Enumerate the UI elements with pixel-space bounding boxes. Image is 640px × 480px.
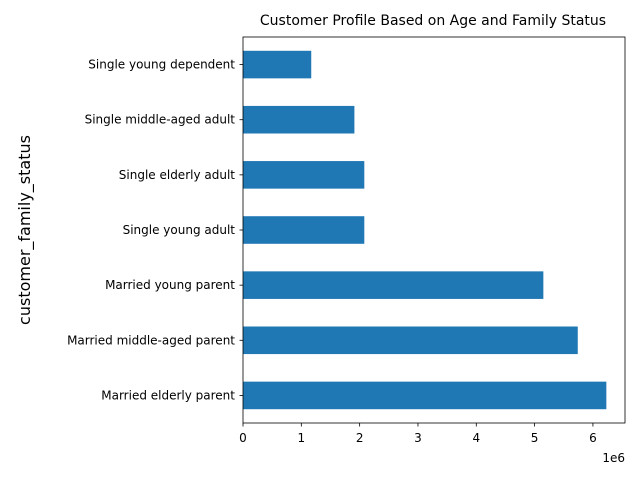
bar — [243, 216, 365, 244]
y-tick-label: Single young adult — [123, 223, 236, 237]
bar — [243, 50, 312, 79]
y-axis-label: customer_family_status — [15, 135, 35, 325]
y-ticks-group: Married elderly parent Married middle-age… — [67, 58, 243, 402]
x-tick-label: 1 — [298, 431, 306, 445]
chart-title: Customer Profile Based on Age and Family… — [260, 13, 606, 29]
y-tick-label: Married young parent — [105, 278, 235, 292]
bar — [243, 161, 365, 189]
bar — [243, 381, 607, 410]
x-tick-label: 0 — [239, 431, 247, 445]
y-tick-label: Single elderly adult — [119, 168, 236, 182]
y-tick-label: Married elderly parent — [101, 388, 235, 402]
y-tick-label: Single middle-aged adult — [85, 113, 236, 127]
plot-frame — [242, 36, 626, 424]
x-tick-label: 3 — [414, 431, 422, 445]
y-tick-label: Single young dependent — [88, 58, 235, 72]
bar — [243, 326, 578, 355]
bar — [243, 105, 355, 134]
bar — [243, 271, 544, 299]
x-tick-label: 6 — [589, 431, 597, 445]
x-axis-offset-label: 1e6 — [602, 451, 625, 465]
x-tick-label: 5 — [531, 431, 539, 445]
x-ticks-group: 0 1 2 3 4 5 6 — [239, 423, 597, 445]
x-tick-label: 2 — [356, 431, 364, 445]
x-tick-label: 4 — [472, 431, 480, 445]
bars-group — [243, 50, 607, 410]
y-tick-label: Married middle-aged parent — [67, 333, 235, 347]
